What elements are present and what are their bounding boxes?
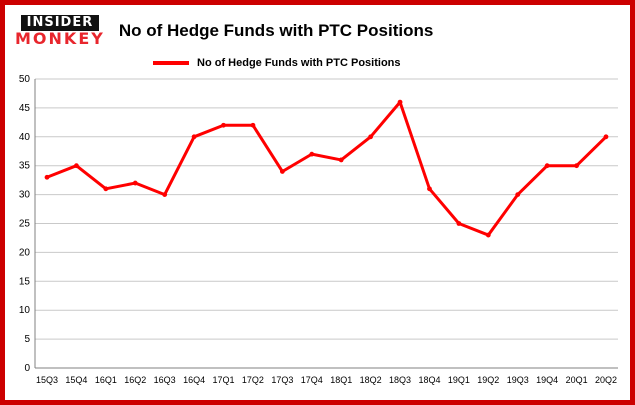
- svg-text:30: 30: [19, 190, 31, 201]
- svg-text:19Q4: 19Q4: [536, 375, 558, 385]
- svg-text:45: 45: [19, 103, 31, 114]
- legend-label: No of Hedge Funds with PTC Positions: [197, 57, 401, 69]
- svg-text:20Q2: 20Q2: [595, 375, 617, 385]
- svg-text:15Q4: 15Q4: [65, 375, 87, 385]
- chart-title: No of Hedge Funds with PTC Positions: [118, 21, 434, 40]
- logo-monkey-text: MONKEY: [15, 29, 105, 49]
- svg-text:0: 0: [24, 363, 30, 374]
- svg-text:20: 20: [19, 247, 31, 258]
- svg-text:16Q2: 16Q2: [124, 375, 146, 385]
- chart-header: INSIDER MONKEY No of Hedge Funds with PT…: [5, 5, 630, 51]
- legend-line-swatch: [153, 61, 189, 65]
- svg-text:18Q1: 18Q1: [330, 375, 352, 385]
- svg-text:19Q3: 19Q3: [507, 375, 529, 385]
- svg-text:19Q2: 19Q2: [477, 375, 499, 385]
- insider-monkey-logo: INSIDER MONKEY: [15, 14, 105, 48]
- line-chart: 0 5 10 15 20 25 30 35 40 45 50 15Q3 15Q4 16Q1 16Q2 16Q3…: [19, 74, 618, 385]
- svg-text:15Q3: 15Q3: [36, 375, 58, 385]
- svg-text:16Q4: 16Q4: [183, 375, 205, 385]
- svg-text:10: 10: [19, 305, 31, 316]
- svg-text:40: 40: [19, 132, 31, 143]
- svg-text:50: 50: [19, 74, 31, 85]
- svg-text:35: 35: [19, 161, 31, 172]
- svg-text:18Q3: 18Q3: [389, 375, 411, 385]
- svg-text:16Q1: 16Q1: [95, 375, 117, 385]
- svg-text:17Q1: 17Q1: [213, 375, 235, 385]
- svg-text:5: 5: [24, 334, 30, 345]
- svg-text:15: 15: [19, 276, 31, 287]
- legend: No of Hedge Funds with PTC Positions: [153, 53, 630, 73]
- svg-text:20Q1: 20Q1: [566, 375, 588, 385]
- svg-text:16Q3: 16Q3: [154, 375, 176, 385]
- logo-insider-text: INSIDER: [20, 14, 100, 32]
- svg-text:19Q1: 19Q1: [448, 375, 470, 385]
- svg-text:18Q2: 18Q2: [360, 375, 382, 385]
- svg-text:17Q3: 17Q3: [271, 375, 293, 385]
- svg-text:17Q2: 17Q2: [242, 375, 264, 385]
- svg-text:17Q4: 17Q4: [301, 375, 323, 385]
- svg-text:25: 25: [19, 219, 31, 230]
- svg-text:18Q4: 18Q4: [418, 375, 440, 385]
